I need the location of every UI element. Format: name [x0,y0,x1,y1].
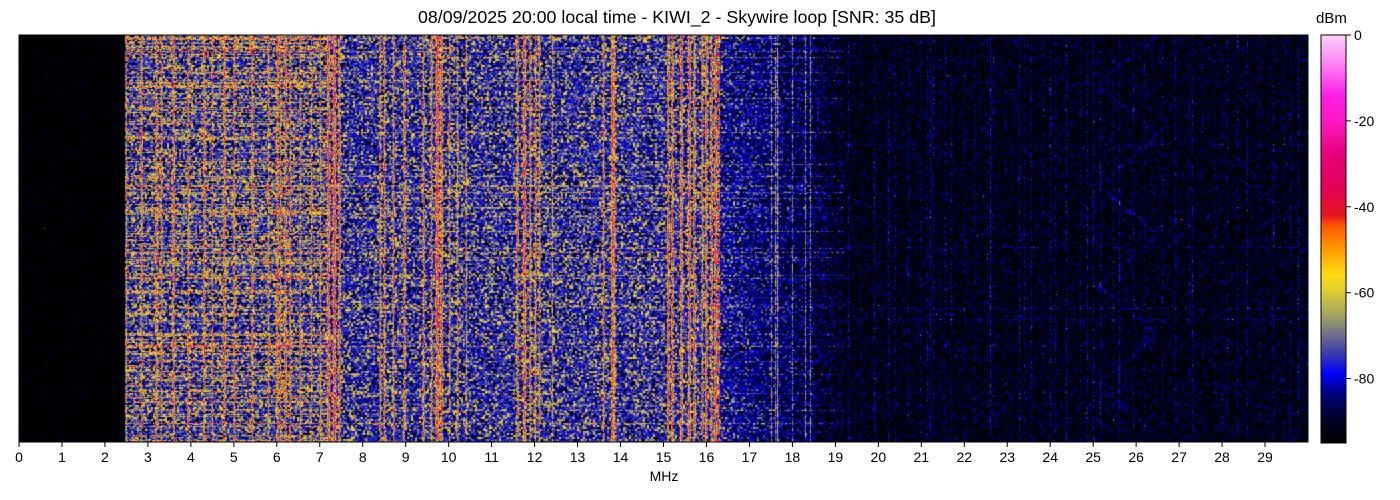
svg-text:21: 21 [914,449,930,465]
svg-text:4: 4 [187,449,195,465]
svg-text:5: 5 [230,449,238,465]
svg-text:8: 8 [359,449,367,465]
svg-text:29: 29 [1257,449,1273,465]
svg-text:3: 3 [144,449,152,465]
svg-text:10: 10 [441,449,457,465]
svg-text:-40: -40 [1354,199,1374,215]
svg-text:-60: -60 [1354,285,1374,301]
svg-text:-20: -20 [1354,113,1374,129]
svg-text:0: 0 [15,449,23,465]
svg-text:12: 12 [527,449,543,465]
svg-text:25: 25 [1085,449,1101,465]
svg-text:dBm: dBm [1316,10,1347,27]
svg-text:9: 9 [402,449,410,465]
svg-text:6: 6 [273,449,281,465]
svg-text:13: 13 [570,449,586,465]
svg-text:11: 11 [484,449,499,465]
svg-text:22: 22 [956,449,972,465]
svg-text:19: 19 [828,449,844,465]
svg-text:18: 18 [785,449,801,465]
svg-text:2: 2 [101,449,109,465]
svg-text:0: 0 [1354,27,1362,43]
svg-text:20: 20 [871,449,887,465]
svg-text:24: 24 [1042,449,1058,465]
svg-text:26: 26 [1128,449,1144,465]
svg-text:23: 23 [999,449,1015,465]
svg-text:7: 7 [316,449,324,465]
svg-text:15: 15 [656,449,672,465]
svg-text:27: 27 [1171,449,1187,465]
svg-text:14: 14 [613,449,629,465]
svg-text:16: 16 [699,449,715,465]
svg-text:1: 1 [58,449,66,465]
svg-text:-80: -80 [1354,371,1374,387]
svg-text:MHz: MHz [650,468,679,484]
svg-text:17: 17 [742,449,758,465]
svg-text:28: 28 [1214,449,1230,465]
